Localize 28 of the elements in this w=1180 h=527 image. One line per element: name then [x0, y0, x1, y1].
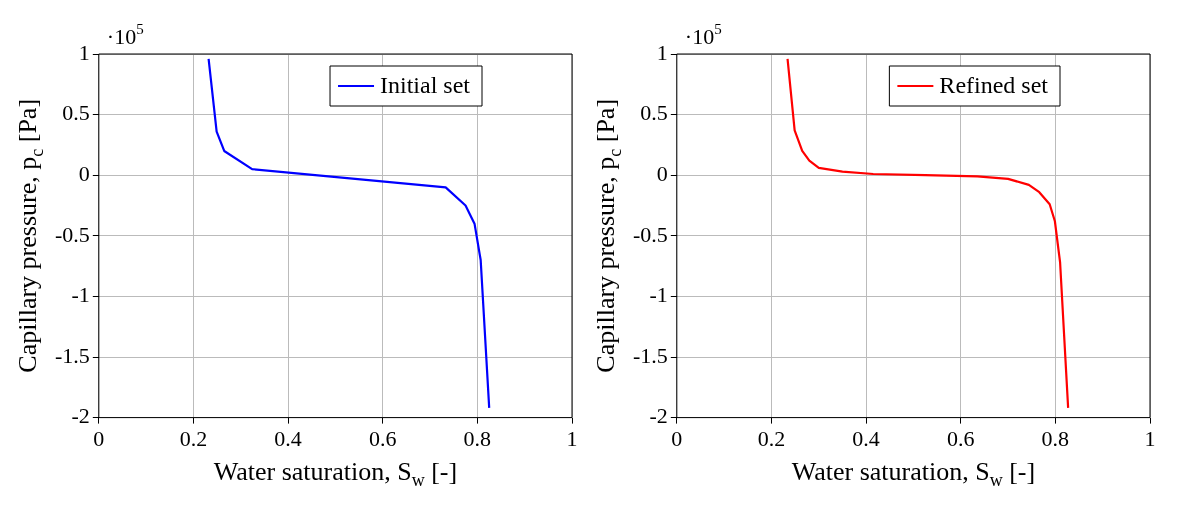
y-tick-label: -1: [71, 282, 90, 308]
legend-label: Initial set: [380, 72, 471, 99]
y-tick-label: -1.5: [633, 342, 668, 368]
y-tick-label: 0: [78, 160, 90, 186]
x-tick-label: 1: [566, 425, 578, 451]
y-tick-label: -0.5: [633, 221, 668, 247]
y-tick-label: 0.5: [640, 100, 668, 126]
y-tick-label: -2: [71, 403, 90, 429]
legend-label: Refined set: [939, 72, 1049, 99]
y-tick-label: 1: [78, 39, 90, 65]
y-axis-title: Capillary pressure, pc [Pa]: [591, 98, 625, 373]
x-tick-label: 0.6: [368, 425, 397, 451]
y-tick-label: 0: [656, 160, 668, 186]
y-tick-label: 0.5: [62, 100, 90, 126]
x-tick-label: 0.8: [463, 425, 492, 451]
x-tick-label: 0.6: [946, 425, 975, 451]
y-tick-label: -0.5: [55, 221, 90, 247]
y-axis-title: Capillary pressure, pc [Pa]: [13, 98, 47, 373]
y-tick-label: 1: [656, 39, 668, 65]
x-tick-label: 0.2: [757, 425, 786, 451]
y-tick-label: -1: [649, 282, 668, 308]
y-tick-label: -2: [649, 403, 668, 429]
x-tick-label: 0.8: [1041, 425, 1070, 451]
x-tick-label: 0.4: [274, 425, 302, 451]
x-tick-label: 1: [1144, 425, 1156, 451]
x-tick-label: 0.4: [852, 425, 880, 451]
x-tick-label: 0.2: [179, 425, 208, 451]
y-tick-label: -1.5: [55, 342, 90, 368]
